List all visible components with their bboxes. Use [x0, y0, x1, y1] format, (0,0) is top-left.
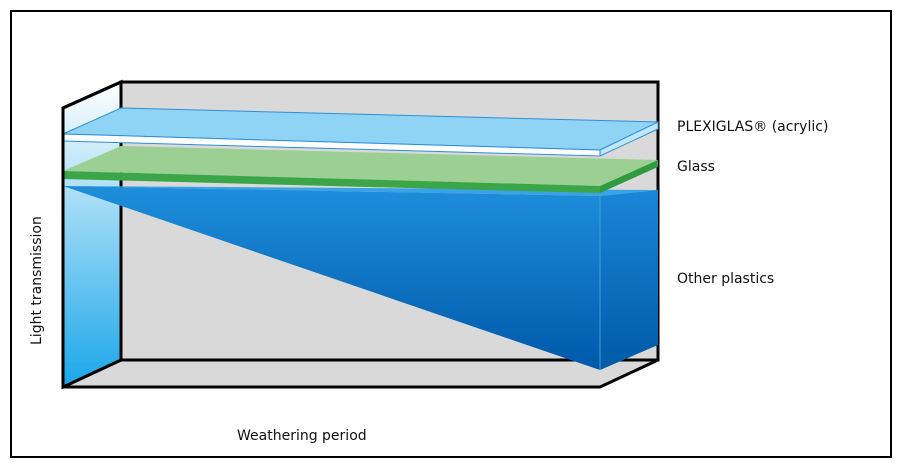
glass-label: Glass — [677, 159, 715, 175]
box-floor — [62, 358, 659, 389]
x-axis-label: Weathering period — [237, 428, 367, 444]
glass-slab — [63, 146, 658, 193]
plexiglas-label: PLEXIGLAS® (acrylic) — [677, 119, 829, 135]
box-edges — [61, 80, 122, 387]
other-plastics-wedge — [63, 186, 658, 370]
y-axis-label: Light transmission — [29, 216, 45, 345]
other-plastics-label: Other plastics — [677, 271, 775, 287]
